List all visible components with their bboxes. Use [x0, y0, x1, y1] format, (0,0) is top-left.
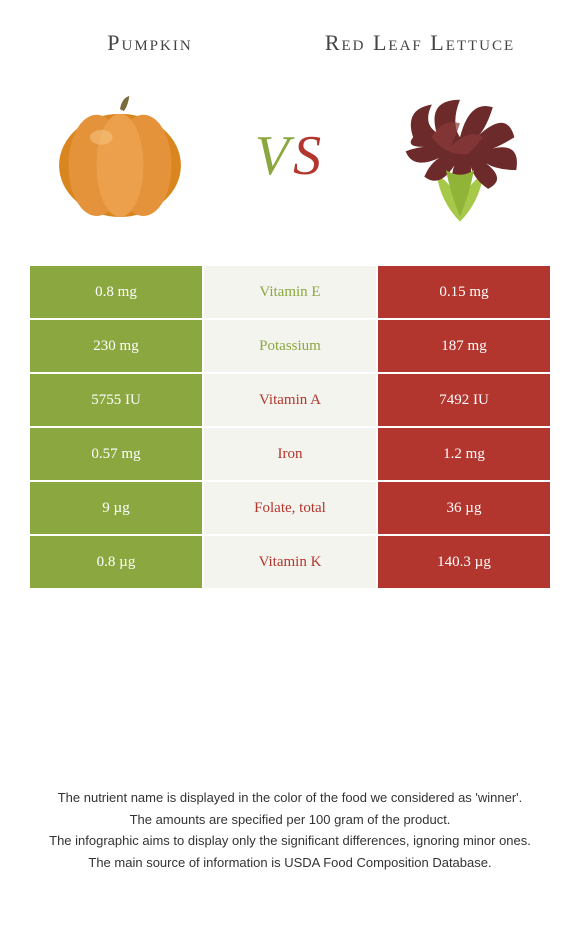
table-row: 0.57 mgIron1.2 mg [30, 428, 550, 482]
table-row: 0.8 µgVitamin K140.3 µg [30, 536, 550, 590]
vs-s: S [293, 125, 325, 187]
nutrient-table: 0.8 mgVitamin E0.15 mg230 mgPotassium187… [30, 266, 550, 590]
pumpkin-icon [40, 76, 200, 236]
nutrient-label: Folate, total [204, 482, 378, 536]
table-row: 9 µgFolate, total36 µg [30, 482, 550, 536]
footnote-line: The main source of information is USDA F… [20, 853, 560, 873]
value-right: 1.2 mg [378, 428, 550, 482]
value-left: 9 µg [30, 482, 204, 536]
value-left: 0.8 mg [30, 266, 204, 320]
lettuce-icon [380, 76, 540, 236]
header: Pumpkin Red Leaf Lettuce [0, 0, 580, 66]
nutrient-label: Potassium [204, 320, 378, 374]
value-right: 7492 IU [378, 374, 550, 428]
nutrient-label: Iron [204, 428, 378, 482]
food-left-title: Pumpkin [50, 30, 250, 56]
value-right: 0.15 mg [378, 266, 550, 320]
value-right: 187 mg [378, 320, 550, 374]
table-row: 230 mgPotassium187 mg [30, 320, 550, 374]
nutrient-label: Vitamin K [204, 536, 378, 590]
vs-v: V [255, 125, 293, 187]
footnote-line: The nutrient name is displayed in the co… [20, 788, 560, 808]
value-left: 0.57 mg [30, 428, 204, 482]
table-row: 0.8 mgVitamin E0.15 mg [30, 266, 550, 320]
value-right: 140.3 µg [378, 536, 550, 590]
images-row: VS [0, 66, 580, 266]
footnote-line: The amounts are specified per 100 gram o… [20, 810, 560, 830]
footnotes: The nutrient name is displayed in the co… [0, 788, 580, 874]
food-right-title: Red Leaf Lettuce [310, 30, 530, 56]
table-row: 5755 IUVitamin A7492 IU [30, 374, 550, 428]
footnote-line: The infographic aims to display only the… [20, 831, 560, 851]
nutrient-label: Vitamin A [204, 374, 378, 428]
vs-label: VS [255, 124, 325, 188]
value-left: 0.8 µg [30, 536, 204, 590]
value-left: 230 mg [30, 320, 204, 374]
nutrient-label: Vitamin E [204, 266, 378, 320]
value-right: 36 µg [378, 482, 550, 536]
value-left: 5755 IU [30, 374, 204, 428]
